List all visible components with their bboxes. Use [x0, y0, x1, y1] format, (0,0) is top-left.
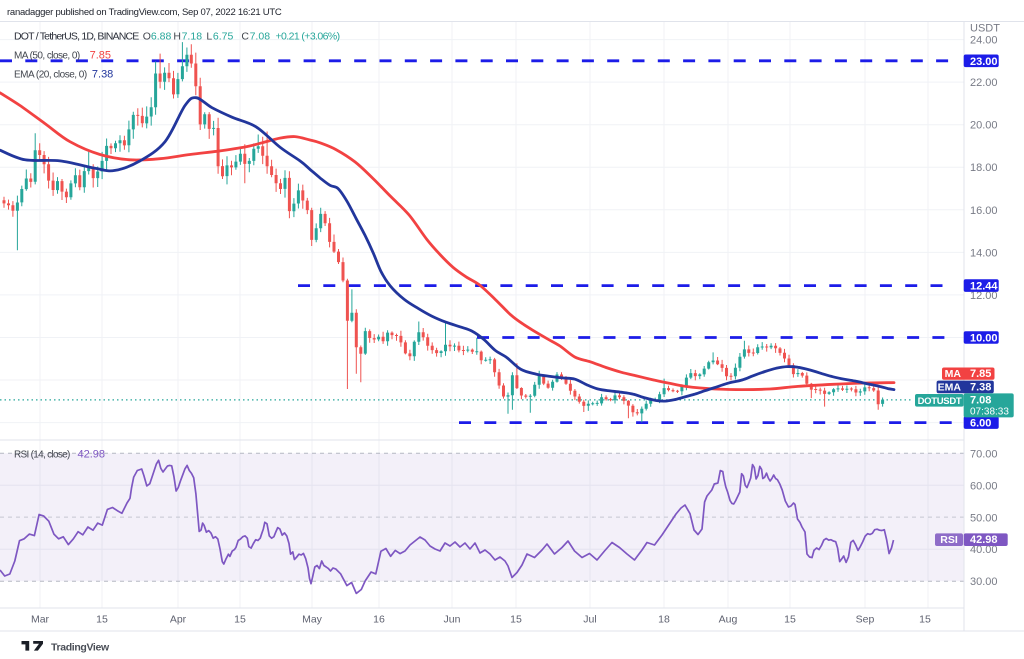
svg-text:70.00: 70.00	[970, 448, 998, 460]
svg-text:7.08: 7.08	[970, 394, 991, 406]
svg-text:DOT / TetherUS, 1D, BINANCE: DOT / TetherUS, 1D, BINANCE	[14, 31, 139, 43]
svg-text:ranadagger published on Tradin: ranadagger published on TradingView.com,…	[7, 7, 282, 18]
svg-text:Aug: Aug	[719, 614, 738, 626]
svg-text:Sep: Sep	[856, 614, 875, 626]
svg-text:TradingView: TradingView	[51, 642, 110, 654]
svg-text:15: 15	[96, 614, 108, 626]
svg-text:23.00: 23.00	[970, 56, 998, 68]
svg-text:14.00: 14.00	[970, 247, 998, 259]
svg-text:15: 15	[234, 614, 246, 626]
svg-text:15: 15	[784, 614, 796, 626]
svg-text:Jul: Jul	[583, 614, 596, 626]
svg-text:15: 15	[510, 614, 522, 626]
svg-text:12.44: 12.44	[970, 281, 998, 293]
svg-text:6.00: 6.00	[970, 418, 991, 430]
svg-text:RSI (14, close): RSI (14, close)	[14, 450, 70, 461]
svg-text:7.18: 7.18	[182, 31, 203, 43]
svg-text:15: 15	[919, 614, 931, 626]
svg-text:EMA: EMA	[938, 382, 962, 394]
svg-text:07:38:33: 07:38:33	[970, 406, 1009, 417]
svg-text:60.00: 60.00	[970, 480, 998, 492]
svg-text:6.88: 6.88	[151, 31, 172, 43]
svg-text:12.00: 12.00	[970, 290, 998, 302]
svg-text:Mar: Mar	[31, 614, 50, 626]
svg-text:Apr: Apr	[170, 614, 187, 626]
svg-text:USDT: USDT	[970, 23, 1000, 35]
svg-text:MA (50, close, 0): MA (50, close, 0)	[14, 51, 80, 62]
svg-text:42.98: 42.98	[970, 534, 998, 546]
svg-text:C: C	[241, 31, 249, 43]
svg-text:MA: MA	[945, 368, 962, 380]
svg-text:6.75: 6.75	[213, 31, 234, 43]
svg-text:H: H	[173, 31, 181, 43]
svg-text:16: 16	[373, 614, 385, 626]
svg-text:30.00: 30.00	[970, 576, 998, 588]
svg-text:7.38: 7.38	[970, 382, 991, 394]
svg-text:18: 18	[658, 614, 670, 626]
svg-text:7.85: 7.85	[90, 50, 111, 62]
svg-text:10.00: 10.00	[970, 333, 998, 345]
svg-text:EMA (20, close, 0): EMA (20, close, 0)	[14, 70, 87, 81]
svg-text:7.38: 7.38	[92, 69, 113, 81]
svg-text:50.00: 50.00	[970, 512, 998, 524]
svg-text:16.00: 16.00	[970, 205, 998, 217]
svg-text:Jun: Jun	[444, 614, 461, 626]
svg-text:RSI: RSI	[940, 534, 958, 546]
svg-text:DOTUSDT: DOTUSDT	[918, 396, 962, 407]
svg-text:22.00: 22.00	[970, 77, 998, 89]
svg-text:7.08: 7.08	[250, 31, 271, 43]
svg-text:18.00: 18.00	[970, 162, 998, 174]
svg-text:7.85: 7.85	[970, 368, 991, 380]
svg-text:40.00: 40.00	[970, 544, 998, 556]
svg-text:+0.21 (+3.06%): +0.21 (+3.06%)	[276, 31, 340, 43]
svg-text:20.00: 20.00	[970, 120, 998, 132]
svg-text:L: L	[206, 31, 212, 43]
svg-text:42.98: 42.98	[78, 449, 106, 461]
svg-text:May: May	[302, 614, 323, 626]
svg-text:O: O	[143, 31, 151, 43]
svg-text:24.00: 24.00	[970, 35, 998, 47]
